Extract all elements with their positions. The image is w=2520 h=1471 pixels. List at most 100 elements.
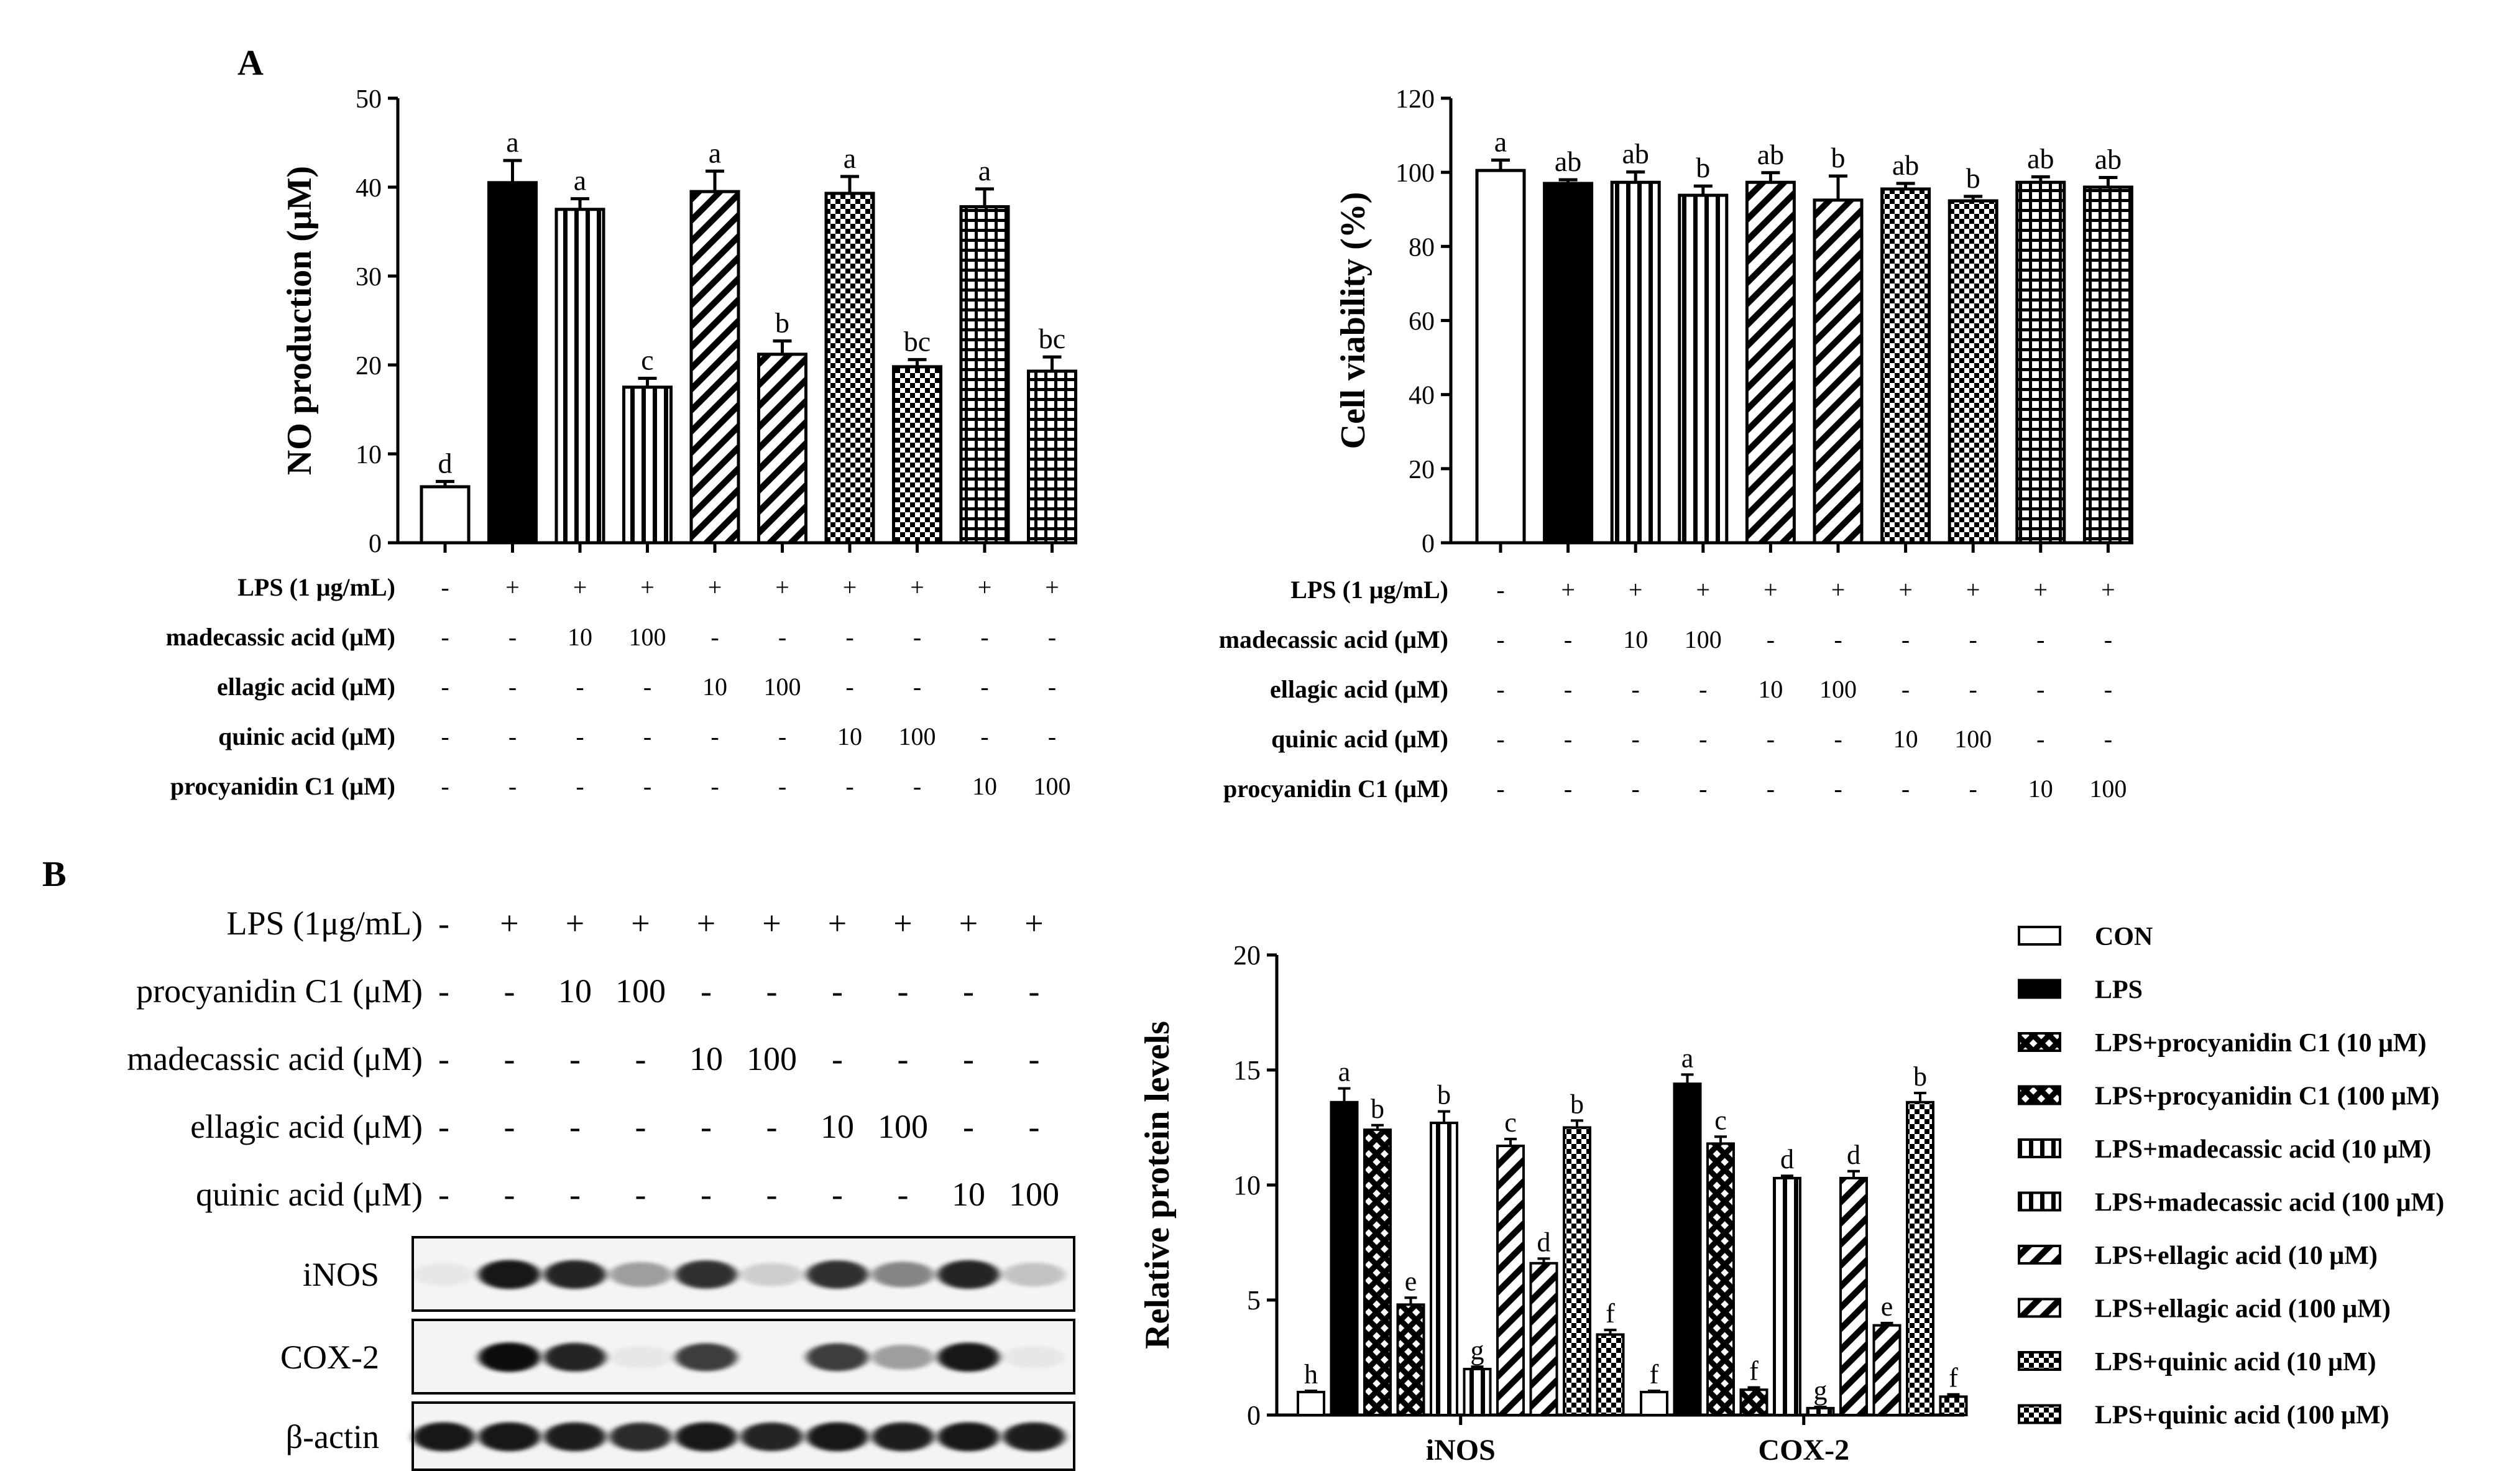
condition-value: - [1767, 775, 1775, 803]
condition-label: quinic acid (μM) [1271, 725, 1448, 753]
condition-value: - [441, 573, 449, 601]
condition-value: - [2104, 625, 2112, 653]
condition-value: - [710, 722, 719, 750]
bar [892, 365, 942, 545]
bar [1947, 199, 1998, 545]
condition-value: - [1834, 625, 1842, 653]
legend-label: LPS+quinic acid (10 μM) [2095, 1348, 2376, 1376]
significance-letter: b [1437, 1080, 1451, 1110]
blot-band [478, 1422, 541, 1452]
condition-value: - [576, 673, 584, 701]
legend-label: LPS+ellagic acid (100 μM) [2095, 1295, 2391, 1324]
condition-value: + [1629, 576, 1643, 604]
condition-value: - [1496, 625, 1504, 653]
blot-band [806, 1422, 868, 1452]
condition-value: + [910, 573, 924, 601]
blot-band [871, 1344, 934, 1370]
condition-value: - [1834, 775, 1842, 803]
legend-label: LPS+madecassic acid (10 μM) [2095, 1135, 2431, 1164]
condition-value: - [508, 722, 517, 750]
condition-value: 10 [2028, 775, 2053, 803]
condition-value: + [573, 573, 587, 601]
significance-letter: d [1847, 1140, 1860, 1170]
condition-value: + [2101, 576, 2115, 604]
condition-value: - [441, 772, 449, 800]
condition-value: 10 [1623, 625, 1648, 653]
blot-condition-value: - [963, 1040, 974, 1077]
significance-letter: f [1650, 1359, 1659, 1390]
bar [554, 208, 605, 545]
significance-letter: d [438, 447, 453, 479]
y-tick-label: 10 [1233, 1170, 1261, 1201]
blot-condition-value: 100 [747, 1040, 797, 1077]
legend-swatch [2018, 926, 2061, 946]
bar [1475, 168, 1526, 545]
condition-value: + [2034, 576, 2048, 604]
condition-value: - [643, 673, 651, 701]
condition-value: - [1496, 576, 1504, 604]
y-axis-title: Relative protein levels [1138, 1021, 1177, 1349]
bar [1939, 1395, 1968, 1416]
bar [1563, 1126, 1591, 1416]
blot-condition-value: - [635, 1040, 646, 1077]
condition-value: + [1045, 573, 1059, 601]
blot-band [871, 1422, 934, 1452]
blot-band [609, 1423, 672, 1451]
condition-value: - [1632, 775, 1640, 803]
blot-condition-value: + [500, 905, 518, 942]
condition-label: madecassic acid (μM) [166, 623, 395, 651]
condition-value: - [2104, 725, 2112, 753]
significance-letter: a [844, 142, 856, 174]
condition-value: - [441, 722, 449, 750]
blot-label: COX-2 [280, 1339, 379, 1376]
condition-label: ellagic acid (μM) [217, 673, 395, 701]
condition-value: + [775, 573, 789, 601]
significance-letter: ab [2095, 144, 2122, 175]
significance-letter: f [1606, 1298, 1615, 1329]
condition-value: - [1969, 675, 1977, 703]
legend-label: LPS+procyanidin C1 (100 μM) [2095, 1082, 2440, 1111]
y-tick-label: 80 [1409, 233, 1435, 262]
blot-band [1003, 1262, 1065, 1287]
blot-label: iNOS [303, 1256, 379, 1293]
significance-letter: ab [1622, 138, 1649, 170]
condition-value: 10 [837, 722, 862, 750]
bar [1396, 1303, 1425, 1416]
significance-letter: ab [1892, 149, 1919, 181]
blot-condition-value: - [832, 1176, 843, 1213]
bar [1839, 1176, 1868, 1417]
blot-condition-value: - [504, 1176, 515, 1213]
legend-label: LPS+procyanidin C1 (10 μM) [2095, 1029, 2427, 1058]
condition-value: - [778, 722, 786, 750]
condition-label: procyanidin C1 (μM) [1223, 775, 1448, 803]
bar [1640, 1391, 1668, 1416]
y-axis-title: Cell viability (%) [1334, 192, 1373, 450]
condition-value: - [2036, 725, 2044, 753]
blot-condition-value: - [963, 1108, 974, 1145]
legend-swatch [2018, 1138, 2061, 1158]
blot-band [675, 1422, 737, 1452]
blot-condition-value: 100 [615, 972, 666, 1010]
blot-band [806, 1260, 868, 1289]
y-tick-label: 50 [356, 85, 382, 114]
bar [1330, 1100, 1359, 1417]
y-tick-label: 20 [1233, 940, 1261, 971]
condition-value: + [978, 573, 992, 601]
condition-value: - [1048, 722, 1056, 750]
condition-value: + [640, 573, 655, 601]
no-production-chart: 0 10 20 30 40 50 NO production (μM) d a a c a b a bc a b… [166, 85, 1077, 800]
blot-band [478, 1260, 541, 1289]
significance-letter: g [1814, 1375, 1828, 1406]
condition-label: madecassic acid (μM) [1219, 625, 1448, 653]
x-tick-label: iNOS [1426, 1434, 1496, 1467]
condition-value: - [778, 623, 786, 651]
condition-value: 100 [1685, 625, 1722, 653]
y-tick-label: 120 [1396, 85, 1435, 114]
significance-letter: c [1504, 1107, 1517, 1138]
blot-condition-value: - [635, 1108, 646, 1145]
condition-value: - [1969, 625, 1977, 653]
y-tick-label: 0 [1247, 1400, 1261, 1431]
blot-condition-value: 10 [558, 972, 592, 1010]
significance-letter: bc [1039, 323, 1065, 354]
